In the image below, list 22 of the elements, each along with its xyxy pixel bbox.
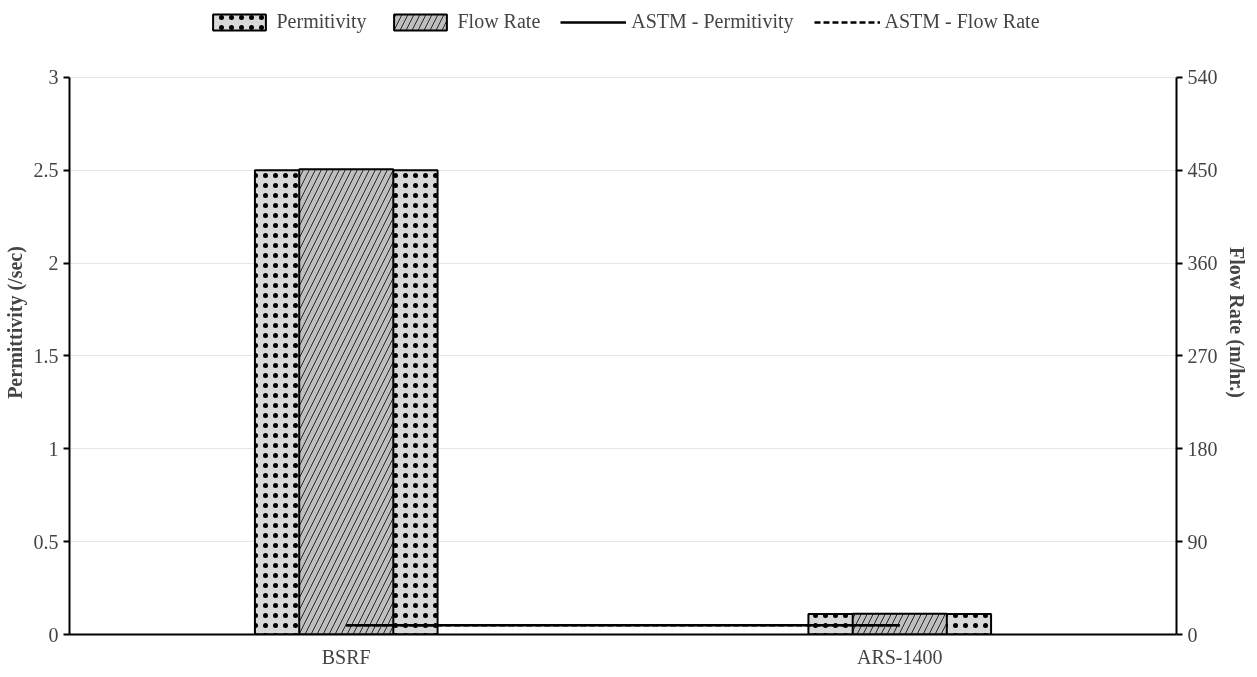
y2-tick-label: 90 [1187, 530, 1208, 553]
y-tick-label: 0 [48, 623, 59, 646]
y2-tick-label: 270 [1187, 344, 1218, 367]
legend-label: Flow Rate [457, 10, 541, 33]
legend-label: ASTM - Permitivity [631, 10, 794, 33]
y-tick-label: 2 [48, 252, 59, 275]
y-tick-label: 3 [48, 66, 59, 89]
x-tick-label: BSRF [321, 645, 371, 668]
x-tick-label: ARS-1400 [856, 645, 943, 668]
y2-tick-label: 0 [1187, 623, 1198, 646]
y2-tick-label: 180 [1187, 437, 1218, 460]
y2-tick-label: 360 [1187, 252, 1218, 275]
y-axis-title: Permittivity (/sec) [3, 246, 27, 399]
legend-label: Permitivity [276, 10, 367, 33]
y2-tick-label: 450 [1187, 159, 1218, 182]
y2-tick-label: 540 [1187, 66, 1218, 89]
y-tick-label: 1.5 [33, 344, 59, 367]
y-tick-label: 2.5 [33, 159, 59, 182]
y2-axis-title: Flow Rate (m/hr.) [1224, 247, 1248, 398]
y-tick-label: 1 [48, 437, 59, 460]
legend-label: ASTM - Flow Rate [884, 10, 1040, 33]
y-tick-label: 0.5 [33, 530, 59, 553]
